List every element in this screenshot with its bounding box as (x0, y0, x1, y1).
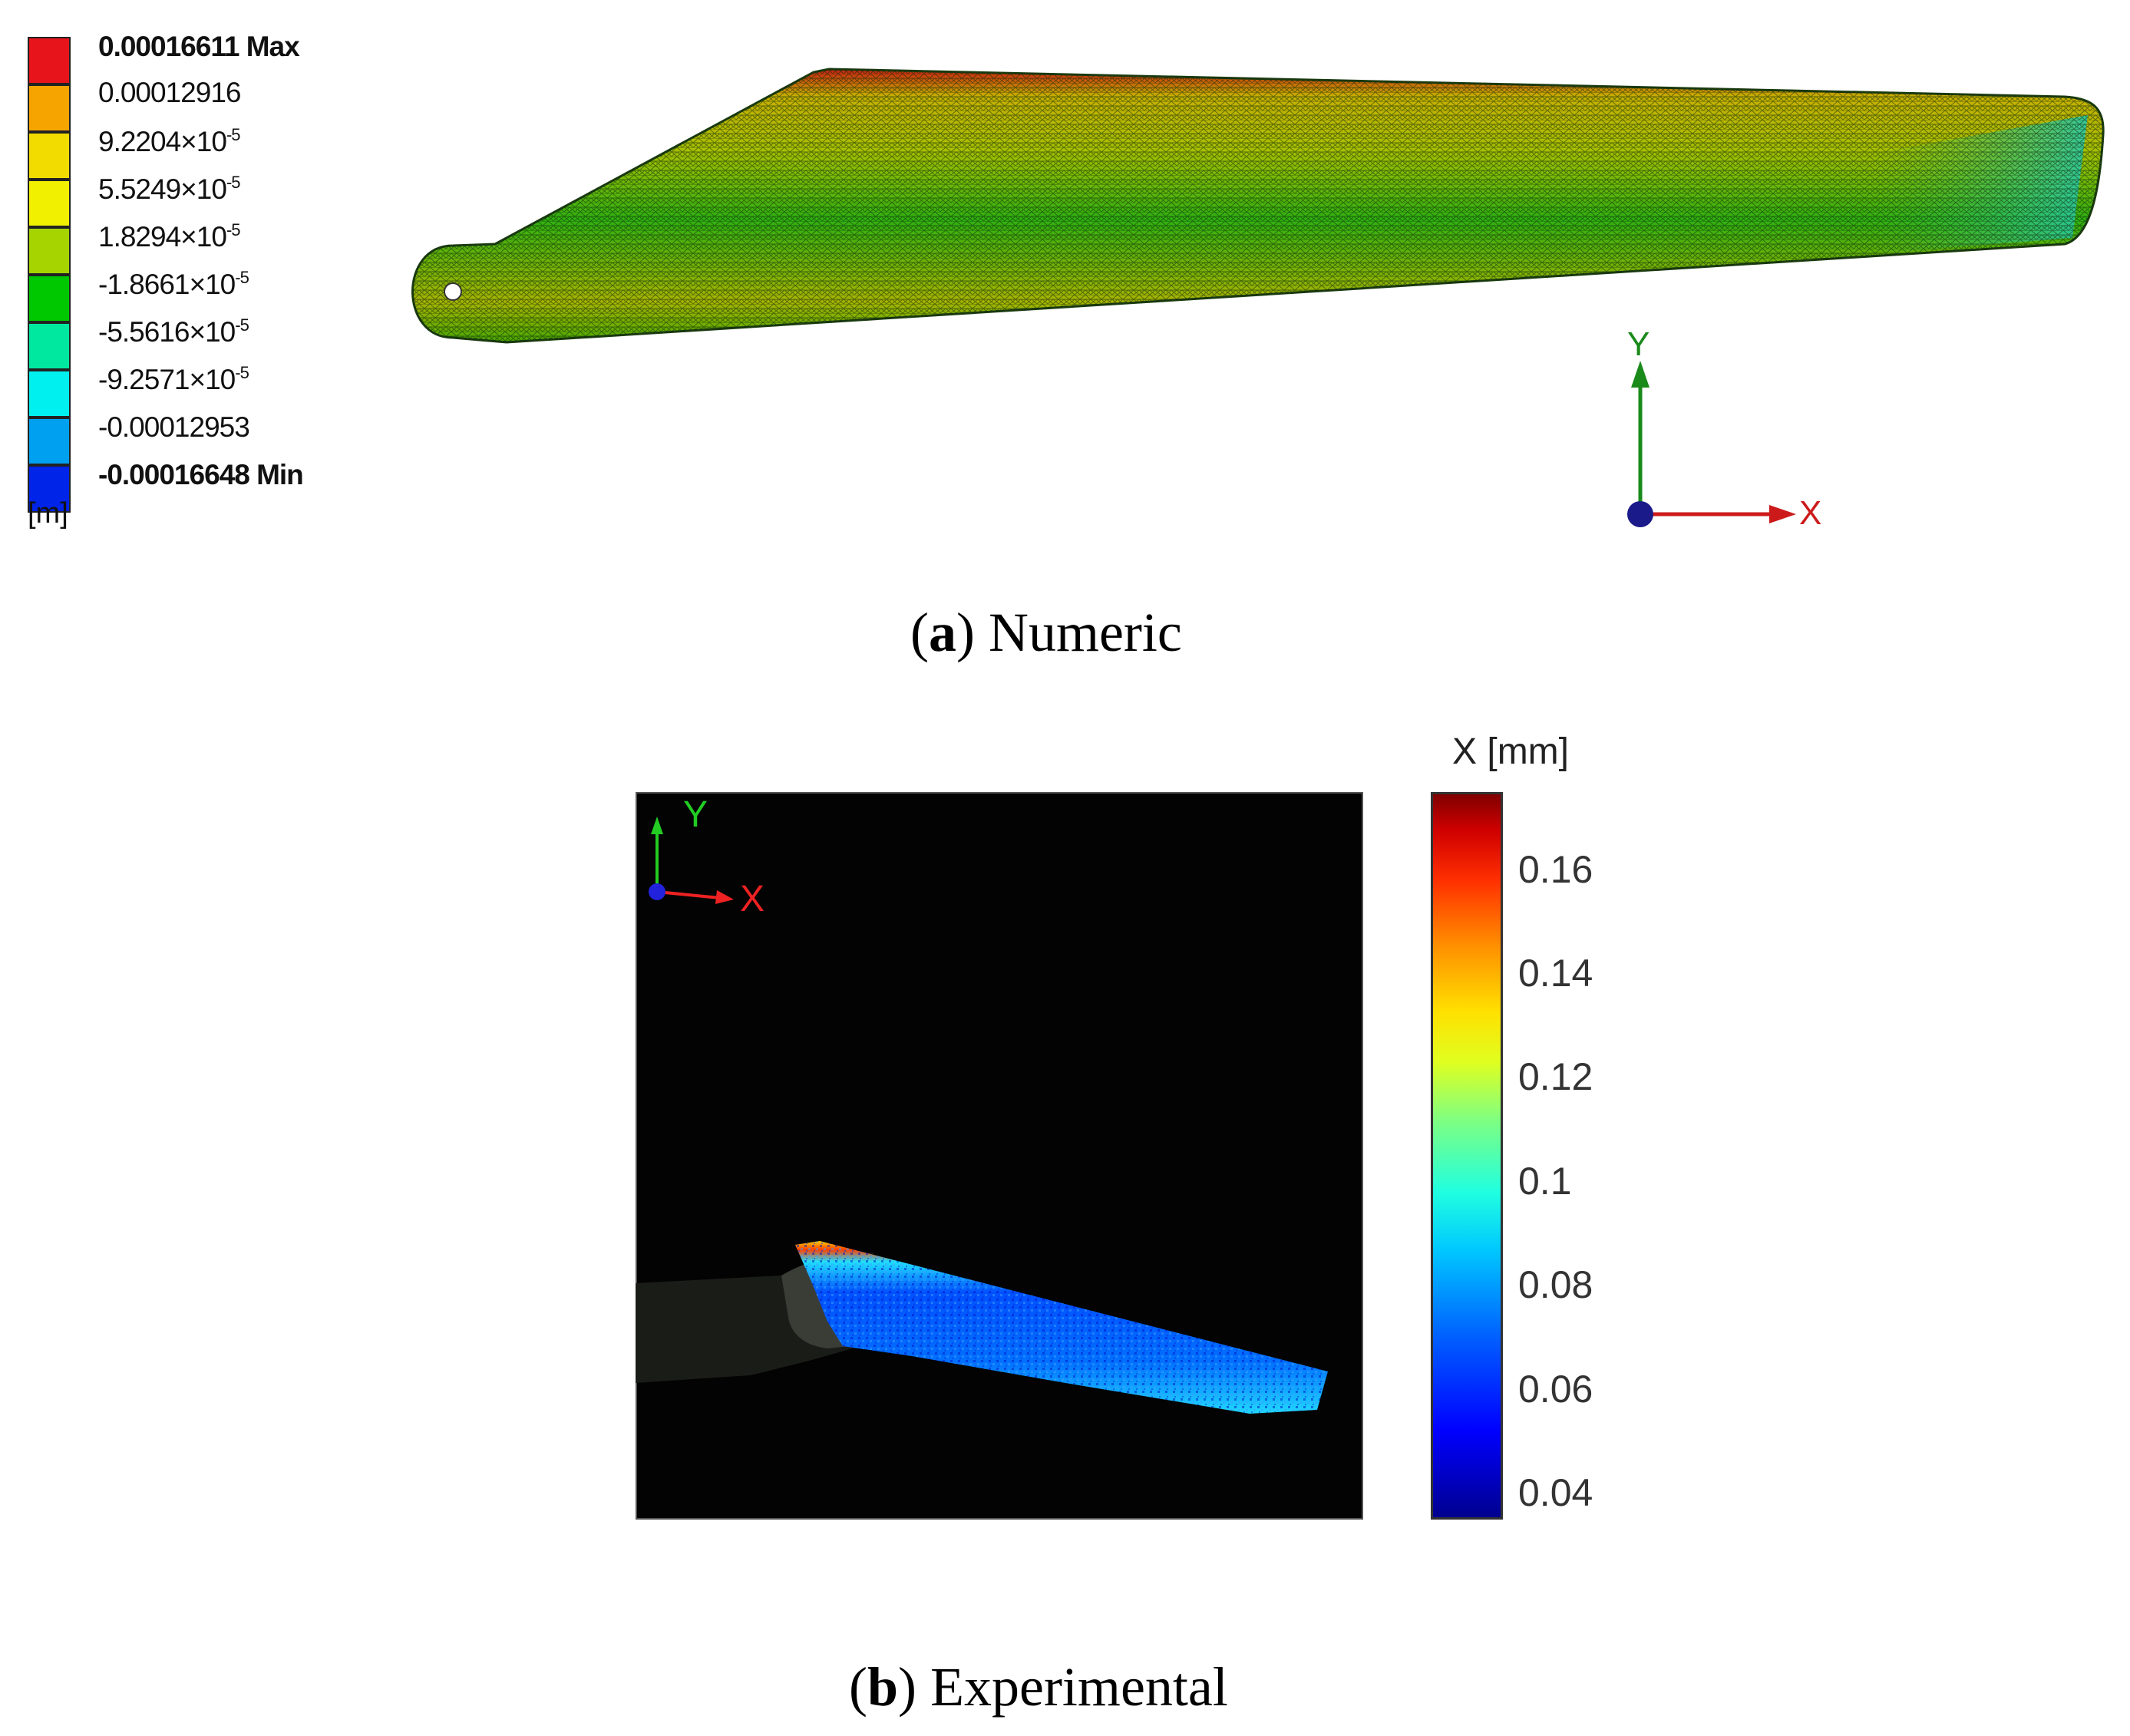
colorbar-tick-label: 0.14 (1518, 952, 1593, 995)
legend-unit: [m] (28, 497, 68, 530)
legend-label: 1.8294×10-5 (98, 220, 240, 252)
colorbar-tick-label: 0.08 (1518, 1263, 1593, 1307)
legend-label: 5.5249×10-5 (98, 173, 240, 205)
legend-label: -0.00016648 Min (98, 459, 304, 490)
axis-label-y: Y (1627, 325, 1650, 363)
axis-triad-experimental (649, 817, 734, 904)
colorbar-tick-label: 0.12 (1518, 1055, 1593, 1099)
axis-triad-numeric (1627, 361, 1796, 527)
legend-swatch (28, 275, 71, 322)
legend-swatch (28, 370, 71, 417)
legend-label: -1.8661×10-5 (98, 268, 249, 300)
colorbar-title: X [mm] (1452, 731, 1569, 772)
colorbar-tick-label: 0.04 (1518, 1471, 1593, 1515)
legend-label: -5.5616×10-5 (98, 315, 249, 348)
legend-swatch (28, 84, 71, 132)
legend-swatch (28, 132, 71, 180)
legend-label: -9.2571×10-5 (98, 363, 249, 395)
legend-swatch (28, 417, 71, 465)
colorbar-tick-label: 0.1 (1518, 1159, 1572, 1203)
legend-label: 9.2204×10-5 (98, 125, 240, 157)
colorbar (1431, 792, 1503, 1520)
legend-swatch (28, 180, 71, 227)
legend-label: 0.00012916 (98, 77, 241, 108)
colorbar-tick-label: 0.06 (1518, 1367, 1593, 1411)
pivot-hole (444, 282, 462, 301)
legend-label: -0.00012953 (98, 411, 250, 443)
caption-experimental: (b) Experimental (849, 1656, 1228, 1718)
fe-blade-model (411, 68, 2105, 344)
dic-field (636, 1241, 1328, 1414)
legend-swatch (28, 227, 71, 275)
axis-label-x: X (740, 879, 765, 919)
axis-label-y: Y (683, 794, 708, 835)
axis-label-x: X (1799, 494, 1822, 532)
legend-label: 0.00016611 Max (98, 31, 300, 62)
colorbar-tick-label: 0.16 (1518, 847, 1593, 891)
caption-numeric: (a) Numeric (910, 602, 1182, 663)
legend-swatch (28, 322, 71, 370)
legend-swatch (28, 465, 71, 513)
legend-swatch (28, 37, 71, 84)
